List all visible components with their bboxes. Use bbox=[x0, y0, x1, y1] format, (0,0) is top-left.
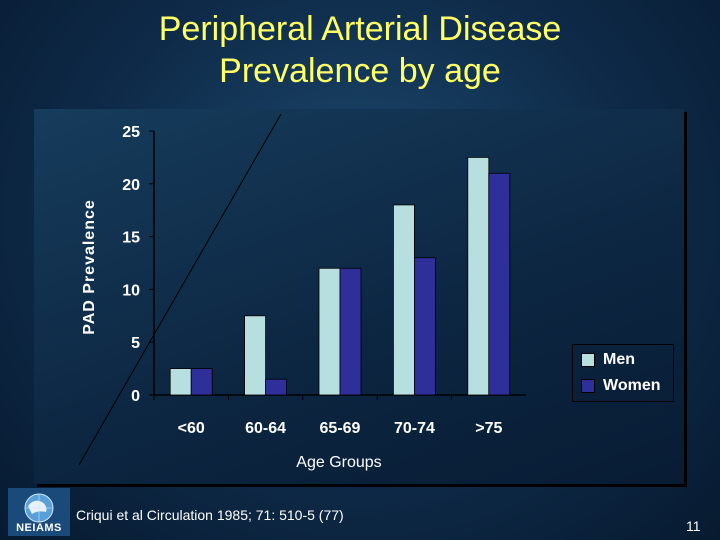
legend-label-women: Women bbox=[603, 377, 661, 394]
chart-panel: 0 5 10 15 20 25 PAD Prevalence Age Groups <60 60-… bbox=[34, 109, 684, 484]
slide-title: Peripheral Arterial Disease Prevalence b… bbox=[0, 8, 720, 92]
x-tick-label: 60-64 bbox=[245, 420, 286, 437]
legend-swatch-women bbox=[581, 379, 595, 393]
bar-men-2 bbox=[244, 315, 267, 396]
bar-women-2 bbox=[265, 378, 288, 396]
bar-men-1 bbox=[169, 368, 192, 396]
title-line-1: Peripheral Arterial Disease bbox=[158, 10, 562, 48]
x-tick-label: 65-69 bbox=[320, 420, 361, 437]
bar-chart: 0 5 10 15 20 25 PAD Prevalence Age Groups <60 60-… bbox=[78, 113, 526, 471]
x-tick-label: <60 bbox=[178, 420, 205, 437]
diagonal-line bbox=[78, 113, 282, 466]
y-tick-label: 25 bbox=[122, 124, 140, 141]
logo-text: NEIAMS bbox=[16, 522, 62, 534]
slide-number: 11 bbox=[686, 518, 701, 534]
legend-item-men: Men bbox=[581, 350, 635, 370]
bar-women-3 bbox=[339, 267, 362, 396]
x-tick-label: 70-74 bbox=[394, 420, 435, 437]
legend-label-men: Men bbox=[603, 351, 635, 368]
bar-men-5 bbox=[467, 157, 490, 396]
legend-swatch-men bbox=[581, 353, 595, 367]
bar-men-3 bbox=[318, 267, 341, 396]
y-axis-title: PAD Prevalence bbox=[81, 199, 98, 335]
chart-legend: Men Women bbox=[572, 344, 674, 402]
title-line-2: Prevalence by age bbox=[219, 52, 501, 90]
bar-women-4 bbox=[413, 257, 436, 396]
x-tick-label: >75 bbox=[475, 420, 502, 437]
y-tick-label: 10 bbox=[122, 282, 140, 299]
bar-men-4 bbox=[392, 204, 415, 396]
bar-women-1 bbox=[190, 368, 213, 396]
y-tick-label: 15 bbox=[122, 230, 140, 247]
y-tick-label: 20 bbox=[122, 177, 140, 194]
y-tick-label: 5 bbox=[131, 335, 140, 352]
x-axis-title: Age Groups bbox=[296, 454, 381, 471]
citation: Criqui et al Circulation 1985; 71: 510-5… bbox=[76, 507, 344, 523]
bar-women-5 bbox=[488, 172, 511, 396]
neiams-logo bbox=[8, 488, 70, 536]
y-tick-label: 0 bbox=[131, 388, 140, 405]
legend-item-women: Women bbox=[581, 376, 660, 396]
